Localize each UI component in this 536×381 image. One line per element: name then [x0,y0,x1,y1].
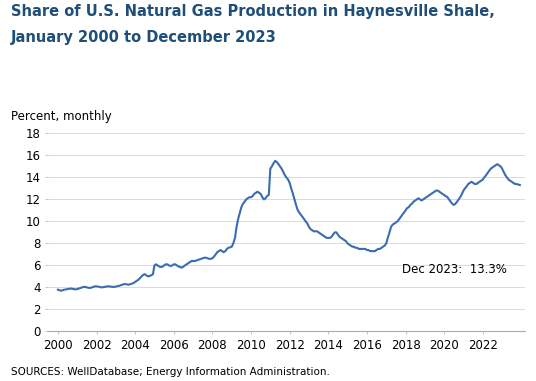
Text: SOURCES: WellDatabase; Energy Information Administration.: SOURCES: WellDatabase; Energy Informatio… [11,367,330,377]
Text: Percent, monthly: Percent, monthly [11,110,111,123]
Text: January 2000 to December 2023: January 2000 to December 2023 [11,30,277,45]
Text: Dec 2023:  13.3%: Dec 2023: 13.3% [401,263,507,276]
Text: Share of U.S. Natural Gas Production in Haynesville Shale,: Share of U.S. Natural Gas Production in … [11,4,495,19]
